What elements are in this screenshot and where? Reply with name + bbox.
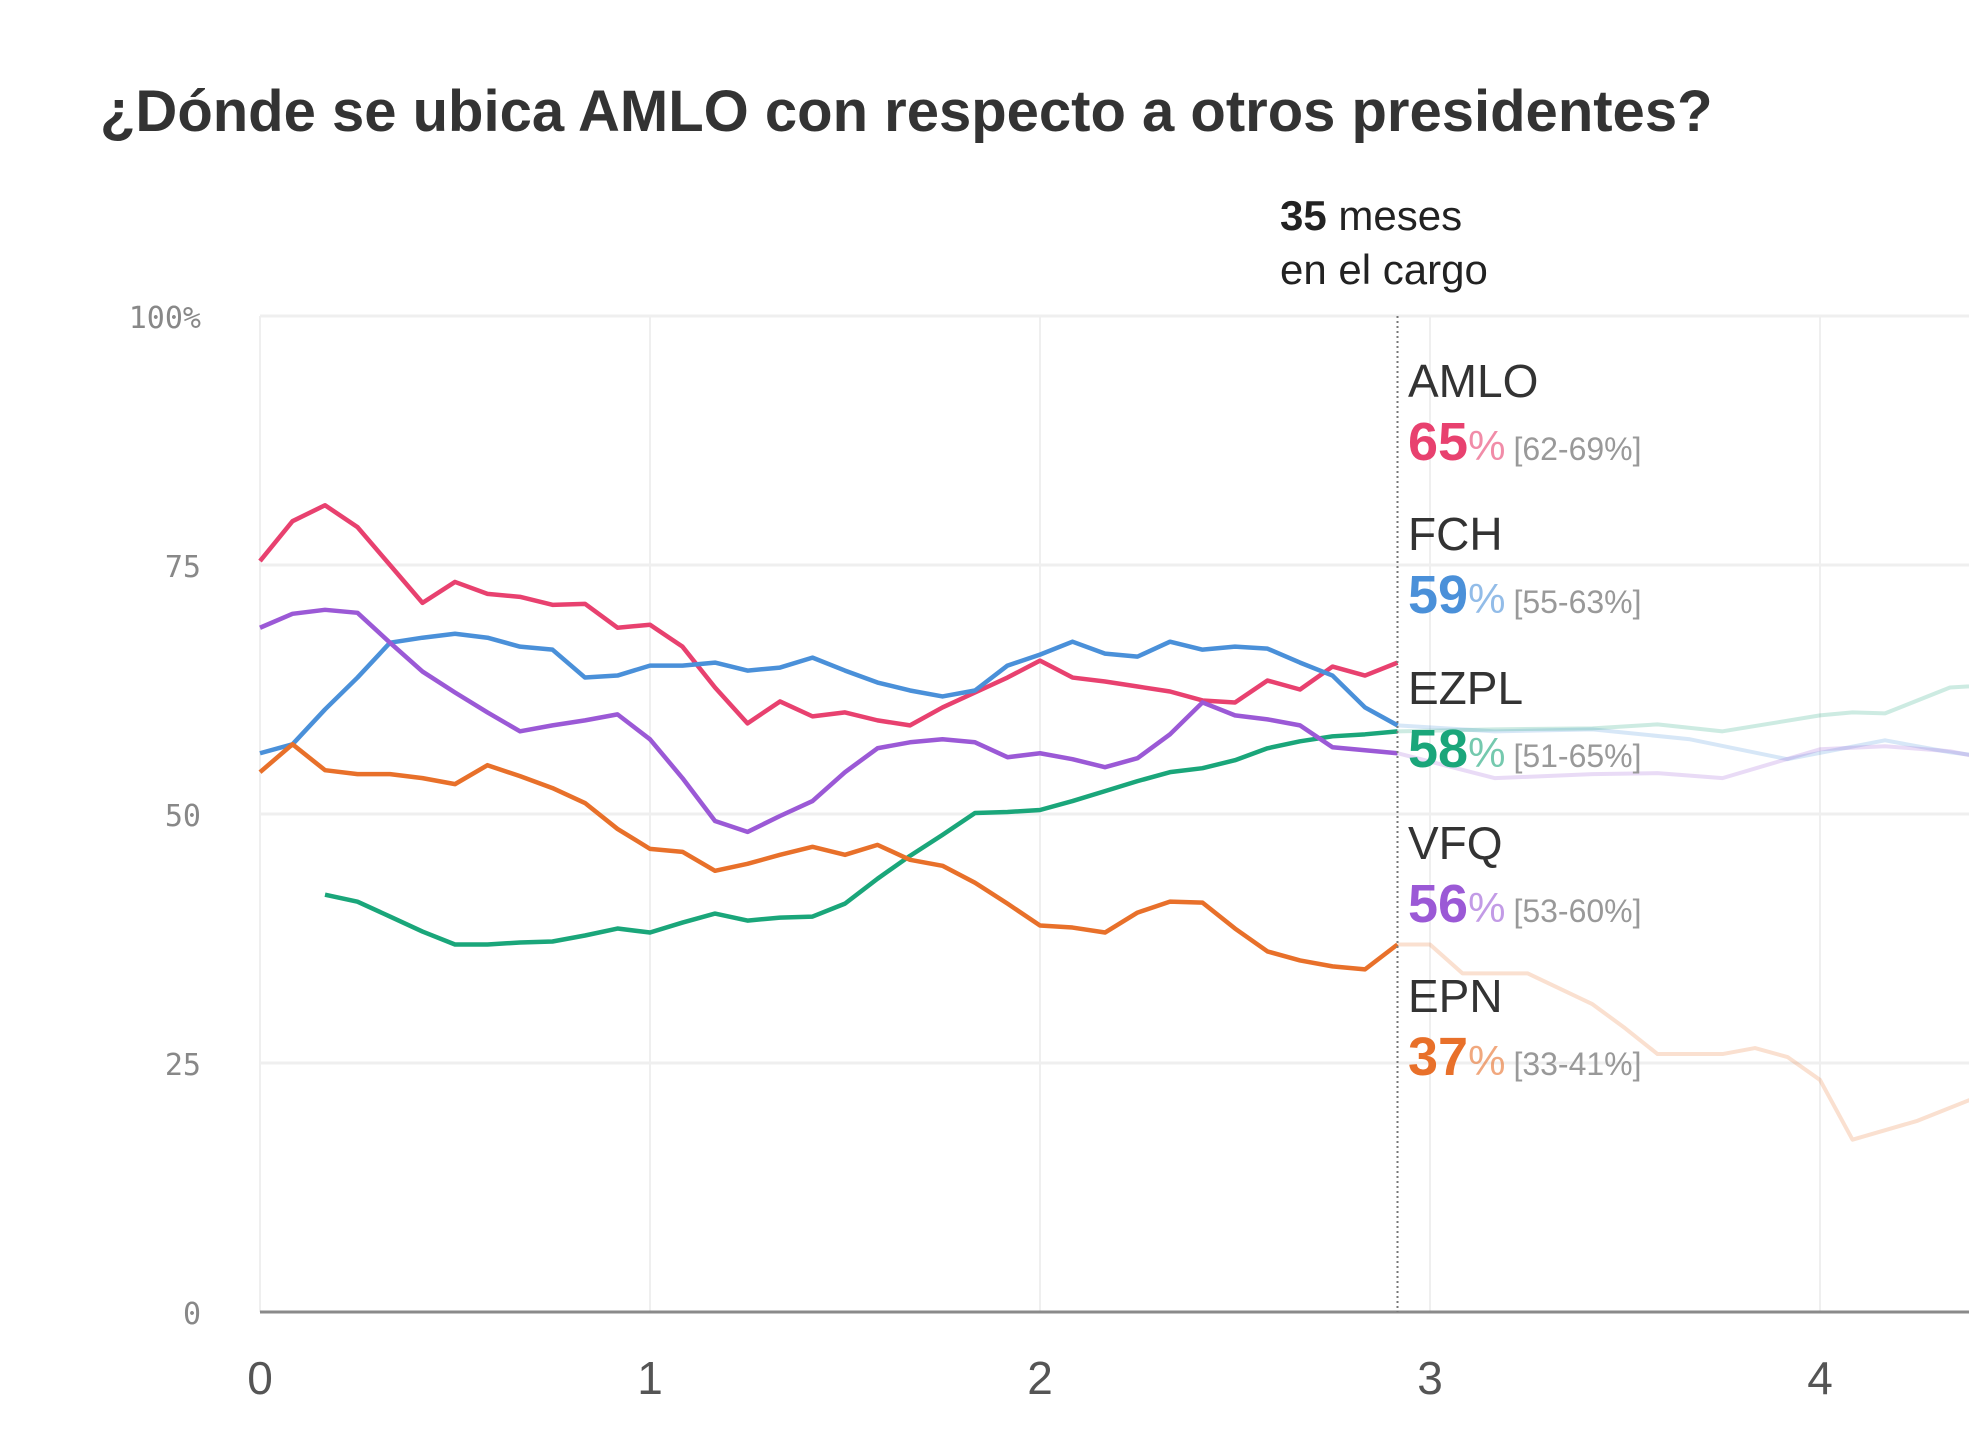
x-tick-label: 1 <box>637 1352 663 1404</box>
value-number: 37 <box>1408 1027 1468 1087</box>
value-number: 59 <box>1408 565 1468 625</box>
faded-future-lines <box>1397 684 1969 1142</box>
y-tick-label: 75 <box>165 550 201 585</box>
value-number: 56 <box>1408 874 1468 934</box>
series-value-label: 65% [62-69%] <box>1408 412 1642 472</box>
grid <box>259 314 1969 1312</box>
value-number: 65 <box>1408 412 1468 472</box>
x-tick-label: 4 <box>1807 1352 1833 1404</box>
x-tick-label: 0 <box>247 1352 273 1404</box>
y-tick-label: 25 <box>165 1048 201 1083</box>
chart-title: ¿Dónde se ubica AMLO con respecto a otro… <box>100 79 1713 144</box>
series-line-amlo <box>258 502 1399 728</box>
annotation-line-1: 35 meses <box>1280 192 1462 239</box>
value-range: [55-63%] <box>1513 584 1641 620</box>
value-percent-sign: % <box>1468 884 1505 931</box>
series-line-fch <box>259 631 1399 756</box>
annotation-months: 35 <box>1280 192 1327 239</box>
value-range: [33-41%] <box>1513 1046 1641 1082</box>
value-percent-sign: % <box>1468 422 1505 469</box>
value-percent-sign: % <box>1468 729 1505 776</box>
future-line-ezpl <box>1397 684 1969 734</box>
series-line-epn <box>258 742 1399 972</box>
annotation-meses: meses <box>1327 192 1462 239</box>
series-name-label: FCH <box>1408 508 1503 560</box>
value-percent-sign: % <box>1468 1037 1505 1084</box>
series-lines <box>258 502 1399 972</box>
value-range: [53-60%] <box>1513 893 1641 929</box>
value-range: [62-69%] <box>1513 431 1641 467</box>
x-tick-label: 3 <box>1417 1352 1443 1404</box>
future-line-vfq <box>1397 744 1969 781</box>
future-line-fch <box>1397 723 1969 762</box>
value-percent-sign: % <box>1468 575 1505 622</box>
y-tick-label: 100% <box>129 301 201 336</box>
future-line-epn <box>1397 942 1969 1142</box>
y-tick-label: 0 <box>183 1297 201 1332</box>
value-number: 58 <box>1408 719 1468 779</box>
x-tick-label: 2 <box>1027 1352 1053 1404</box>
series-value-label: 59% [55-63%] <box>1408 565 1642 625</box>
series-value-label: 58% [51-65%] <box>1408 719 1642 779</box>
y-tick-label: 50 <box>165 799 201 834</box>
series-name-label: VFQ <box>1408 817 1503 869</box>
annotation-line-2: en el cargo <box>1280 246 1488 293</box>
series-line-vfq <box>259 607 1398 835</box>
axes: 0 25 50 75 100% 0 1 2 3 4 <box>129 301 1969 1404</box>
series-line-ezpl <box>324 729 1398 947</box>
series-name-label: AMLO <box>1408 355 1538 407</box>
series-value-label: 56% [53-60%] <box>1408 874 1642 934</box>
series-name-label: EPN <box>1408 970 1503 1022</box>
series-name-label: EZPL <box>1408 662 1523 714</box>
series-value-label: 37% [33-41%] <box>1408 1027 1642 1087</box>
value-range: [51-65%] <box>1513 738 1641 774</box>
